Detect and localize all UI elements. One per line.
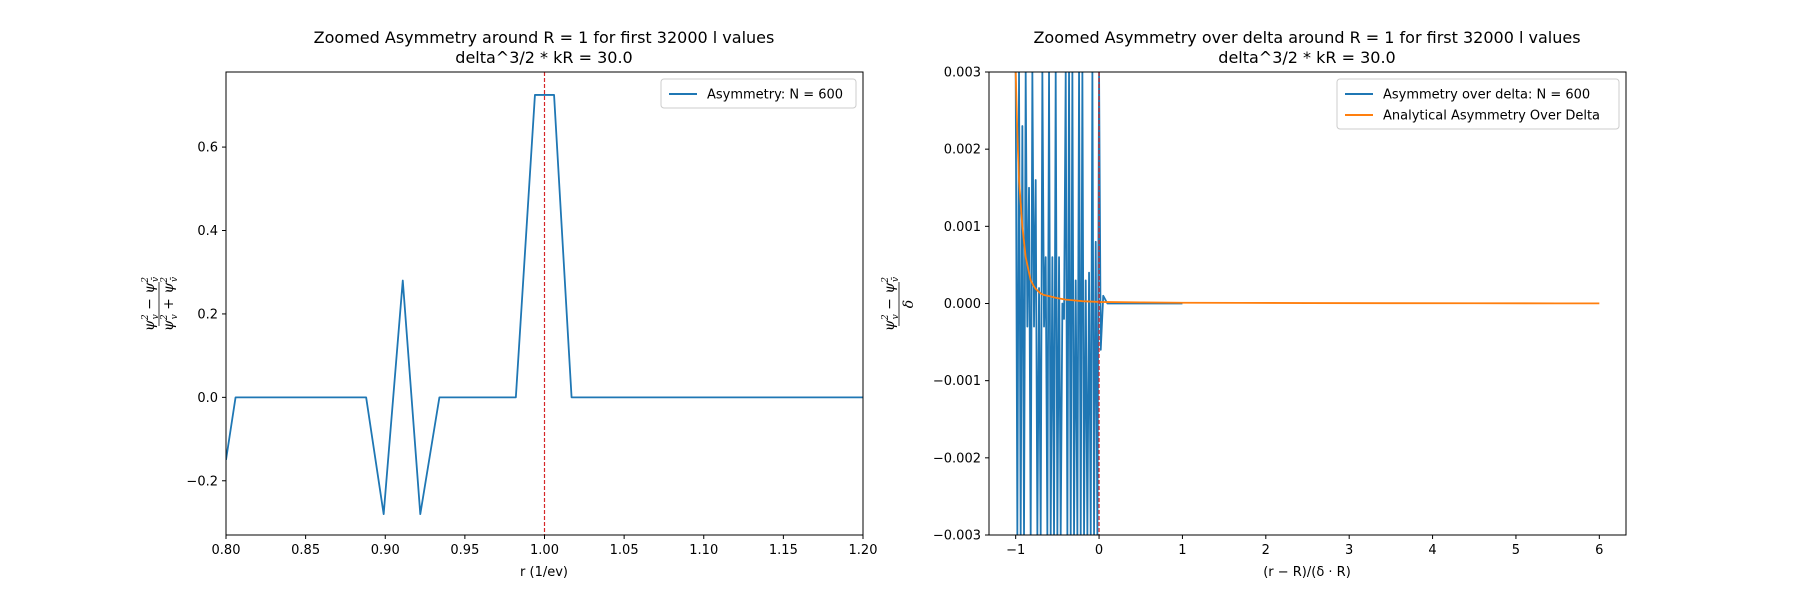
y-tick-label: 0.4 — [197, 224, 218, 239]
y-tick-label: −0.001 — [933, 374, 981, 389]
x-tick-label: −1 — [1006, 543, 1025, 558]
y-axis-label-numerator: ψ2v − ψ2v̄ — [141, 277, 161, 331]
x-tick-label: 2 — [1262, 543, 1270, 558]
y-axis-label-denominator: ψ2v + ψ2v̄ — [160, 277, 180, 331]
chart-subtitle: delta^3/2 * kR = 30.0 — [455, 48, 632, 67]
y-tick-label: 0.000 — [944, 297, 981, 312]
y-axis-label: ψ2v − ψ2v̄ δ — [881, 277, 917, 331]
chart-title: Zoomed Asymmetry around R = 1 for first … — [314, 28, 775, 47]
chart-asymmetry-over-delta: Zoomed Asymmetry over delta around R = 1… — [881, 28, 1627, 580]
x-tick-label: 1.20 — [849, 543, 878, 558]
x-tick-label: 3 — [1345, 543, 1353, 558]
x-axis-ticks: 0.80 0.85 0.90 0.95 1.00 1.05 1.10 1.15 1.20 — [212, 535, 878, 558]
plot-frame — [988, 71, 1627, 536]
series-line-1 — [226, 94, 863, 516]
series-group — [226, 72, 863, 535]
y-axis-label-denominator: δ — [901, 300, 917, 308]
legend-box — [1336, 78, 1620, 130]
x-tick-label: 0.85 — [291, 543, 320, 558]
y-tick-label: 0.002 — [944, 143, 981, 158]
x-tick-label: 4 — [1428, 543, 1436, 558]
series-group — [1014, 72, 1600, 535]
y-tick-label: −0.003 — [933, 529, 981, 544]
legend-label-1: Asymmetry: N = 600 — [707, 88, 843, 103]
x-tick-label: 0 — [1095, 543, 1103, 558]
y-axis-ticks: −0.003 −0.002 −0.001 0.000 0.001 0.002 0.003 — [933, 66, 989, 544]
x-tick-label: 0.90 — [371, 543, 400, 558]
x-axis-label: r (1/ev) — [520, 565, 568, 580]
x-axis-ticks: −1 0 1 2 3 4 5 6 — [1006, 535, 1603, 558]
plot-area — [1014, 72, 1600, 535]
plot-area — [226, 72, 863, 535]
x-tick-label: 1.15 — [769, 543, 798, 558]
chart-asymmetry: Zoomed Asymmetry around R = 1 for first … — [141, 28, 877, 580]
y-tick-label: 0.0 — [197, 391, 218, 406]
y-axis-label: ψ2v − ψ2v̄ ψ2v + ψ2v̄ — [141, 277, 180, 331]
x-tick-label: 1 — [1178, 543, 1186, 558]
legend-box — [660, 78, 857, 109]
y-tick-label: −0.2 — [186, 474, 218, 489]
x-axis-label: (r − R)/(δ · R) — [1263, 565, 1351, 580]
chart-title: Zoomed Asymmetry over delta around R = 1… — [1033, 28, 1580, 47]
y-axis-ticks: −0.2 0.0 0.2 0.4 0.6 — [186, 141, 226, 489]
x-tick-label: 1.00 — [530, 543, 559, 558]
y-tick-label: 0.001 — [944, 220, 981, 235]
legend-label-2: Analytical Asymmetry Over Delta — [1383, 109, 1600, 124]
x-tick-label: 0.95 — [450, 543, 479, 558]
plot-frame — [225, 71, 864, 536]
x-tick-label: 6 — [1595, 543, 1603, 558]
x-tick-label: 5 — [1512, 543, 1520, 558]
x-tick-label: 1.10 — [689, 543, 718, 558]
x-tick-label: 1.05 — [610, 543, 639, 558]
x-tick-label: 0.80 — [212, 543, 241, 558]
series-line-2 — [1014, 72, 1600, 305]
series-line-1 — [1014, 72, 1183, 535]
legend: Asymmetry: N = 600 — [660, 78, 857, 109]
chart-subtitle: delta^3/2 * kR = 30.0 — [1218, 48, 1395, 67]
y-tick-label: 0.2 — [197, 307, 218, 322]
legend: Asymmetry over delta: N = 600 Analytical … — [1336, 78, 1620, 130]
y-axis-label-numerator: ψ2v − ψ2v̄ — [881, 277, 901, 331]
y-tick-label: 0.003 — [944, 66, 981, 81]
y-tick-label: −0.002 — [933, 451, 981, 466]
legend-label-1: Asymmetry over delta: N = 600 — [1383, 88, 1590, 103]
y-tick-label: 0.6 — [197, 141, 218, 156]
